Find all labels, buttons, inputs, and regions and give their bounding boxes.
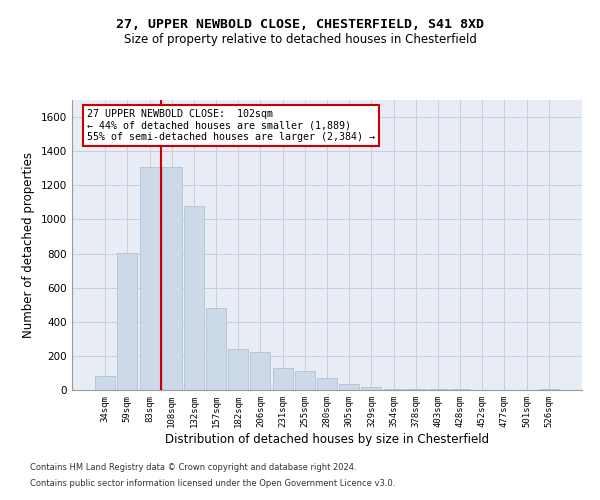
Bar [95,376,115,390]
Text: 27 UPPER NEWBOLD CLOSE:  102sqm
← 44% of detached houses are smaller (1,889)
55%: 27 UPPER NEWBOLD CLOSE: 102sqm ← 44% of … [88,108,376,142]
Bar [162,166,182,390]
Bar [206,308,226,390]
Bar [295,371,315,390]
Bar [406,389,426,390]
Text: Contains public sector information licensed under the Open Government Licence v3: Contains public sector information licen… [30,478,395,488]
Bar [184,206,204,390]
Bar [539,389,559,390]
Text: Size of property relative to detached houses in Chesterfield: Size of property relative to detached ho… [124,32,476,46]
Bar [140,166,160,390]
Bar [383,388,404,390]
Bar [228,349,248,390]
Bar [428,388,448,390]
Bar [272,368,293,390]
Bar [361,386,382,390]
Y-axis label: Number of detached properties: Number of detached properties [22,152,35,338]
Text: Contains HM Land Registry data © Crown copyright and database right 2024.: Contains HM Land Registry data © Crown c… [30,464,356,472]
Bar [339,384,359,390]
Bar [317,378,337,390]
X-axis label: Distribution of detached houses by size in Chesterfield: Distribution of detached houses by size … [165,432,489,446]
Text: 27, UPPER NEWBOLD CLOSE, CHESTERFIELD, S41 8XD: 27, UPPER NEWBOLD CLOSE, CHESTERFIELD, S… [116,18,484,30]
Bar [250,352,271,390]
Bar [118,252,137,390]
